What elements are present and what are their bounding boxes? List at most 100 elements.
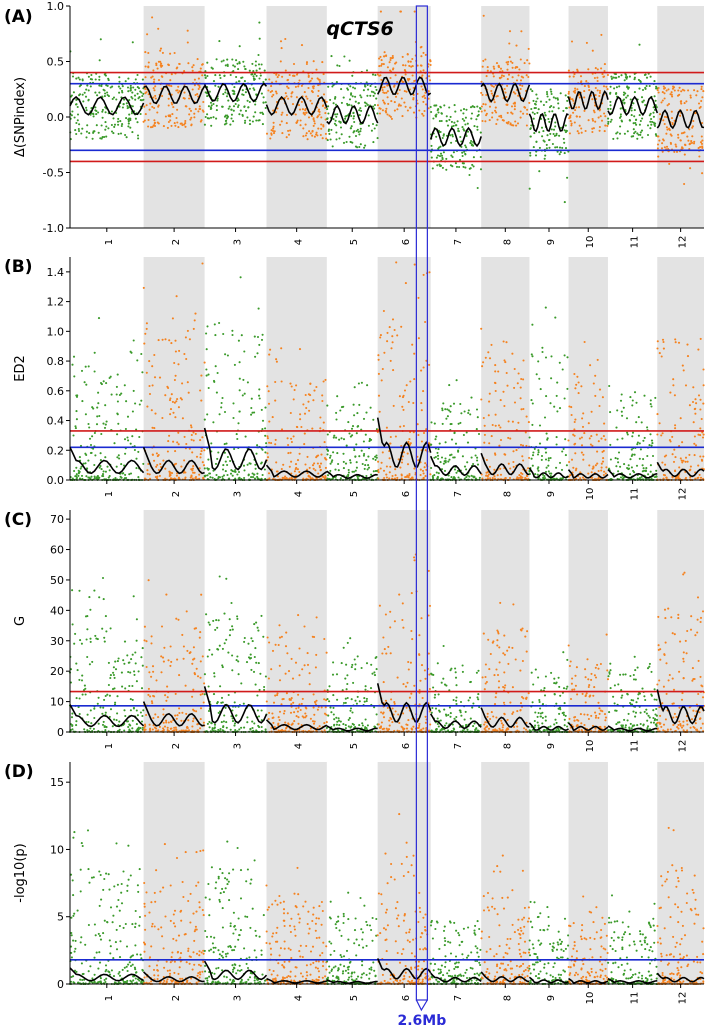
snp-point [131,41,134,44]
snp-point [308,130,311,133]
snp-point [643,394,646,397]
snp-point [128,723,131,726]
snp-point [191,662,194,665]
snp-point [352,115,356,118]
snp-point [423,94,426,97]
snp-point [615,426,618,429]
snp-point [197,77,200,80]
snp-point [508,476,512,480]
snp-point [457,127,460,130]
snp-point [334,103,338,106]
snp-point [604,438,607,441]
snp-point [98,414,101,418]
snp-point [195,667,198,670]
snp-point [412,111,416,114]
snp-point [271,712,274,715]
snp-point [297,693,300,696]
snp-point [572,466,575,469]
snp-point [223,612,226,615]
snp-point [606,88,609,91]
snp-point [251,62,254,65]
snp-point [211,476,214,479]
snp-point [356,475,359,478]
snp-point [531,323,534,326]
snp-point [568,405,571,408]
snp-point [376,104,379,107]
snp-point [428,363,431,366]
snp-point [563,129,566,132]
snp-point [246,463,249,466]
snp-point [681,88,684,91]
snp-point [541,350,544,354]
snp-point [243,80,246,83]
snp-point [385,476,388,479]
snp-point [133,670,136,673]
snp-point [334,468,337,471]
snp-point [152,670,155,673]
snp-point [117,132,120,135]
snp-point [205,332,208,335]
snp-point [642,439,645,442]
snp-point [558,461,562,464]
snp-point [621,99,625,102]
snp-point [425,103,428,106]
snp-point [317,472,320,475]
snp-point [275,461,278,464]
snp-point [80,369,84,372]
snp-point [317,94,320,98]
snp-point [280,703,283,706]
snp-point [476,186,479,190]
chromosome-band [568,6,608,228]
snp-point [74,632,77,635]
snp-point [87,459,90,462]
snp-point [428,79,432,82]
snp-point [606,73,609,77]
snp-point [504,91,507,94]
snp-point [413,467,416,470]
snp-point [229,472,233,475]
snp-point [435,135,438,138]
snp-point [236,99,239,102]
snp-point [359,107,362,110]
snp-point [485,112,488,115]
snp-point [380,461,383,464]
snp-point [91,112,95,115]
snp-point [216,371,219,375]
snp-point [407,440,410,443]
snp-point [490,92,493,95]
smoothed-trend-line [143,85,206,105]
snp-point [181,124,184,127]
snp-point [164,394,167,397]
snp-point [107,79,110,82]
snp-point [509,467,512,470]
snp-point [199,727,202,730]
snp-point [89,78,92,81]
snp-point [541,346,544,349]
snp-point [381,367,384,371]
snp-point [370,90,373,93]
snp-point [248,119,251,122]
snp-point [550,377,553,380]
snp-point [267,89,270,92]
snp-point [193,471,196,474]
snp-point [396,108,399,111]
snp-point [451,165,454,168]
snp-point [98,59,101,62]
snp-point [380,379,383,382]
snp-point [397,104,400,107]
snp-point [564,124,567,127]
snp-point [315,699,318,702]
snp-point [531,90,534,93]
snp-point [531,111,534,114]
snp-point [275,360,278,363]
snp-point [350,114,353,118]
snp-point [355,432,358,435]
snp-point [280,47,283,50]
snp-point [135,680,138,683]
snp-point [274,399,277,402]
snp-point [333,122,336,125]
snp-point [595,433,598,436]
snp-point [506,78,509,81]
snp-point [249,653,252,656]
snp-point [206,722,209,725]
